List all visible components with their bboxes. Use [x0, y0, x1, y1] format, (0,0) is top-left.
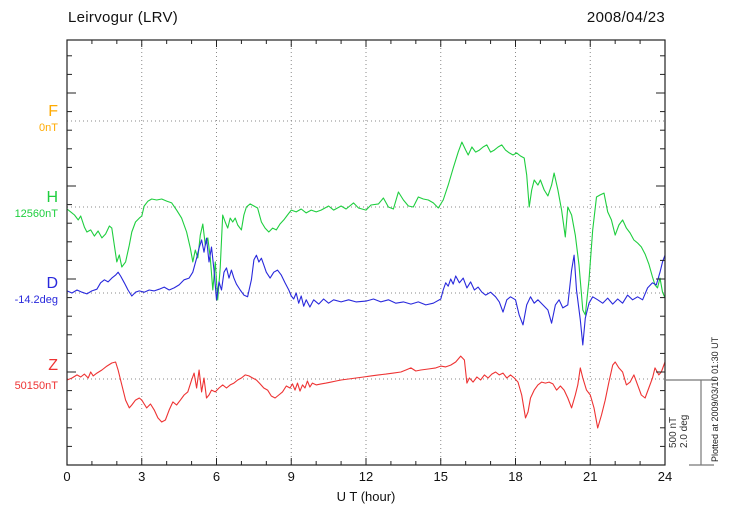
x-tick-label: 15: [433, 469, 448, 484]
trace-Z: [66, 355, 666, 429]
x-tick-label: 12: [358, 469, 374, 484]
x-tick-label: 24: [657, 469, 673, 484]
x-tick-label: 6: [212, 469, 221, 484]
trace-D: [66, 237, 666, 346]
trace-H: [66, 141, 666, 316]
component-value-F: 0nT: [39, 122, 58, 134]
x-tick-label: 3: [138, 469, 146, 484]
station-title: Leirvogur (LRV): [68, 9, 179, 26]
x-tick-label: 0: [63, 469, 71, 484]
component-value-H: 12560nT: [14, 208, 58, 220]
x-tick-label: 21: [583, 469, 598, 484]
component-label-D: D: [46, 275, 58, 292]
component-value-Z: 50150nT: [14, 380, 58, 392]
x-axis-title: U T (hour): [336, 489, 396, 504]
scale-bar-deg: 2.0 deg: [679, 414, 690, 448]
plotted-at-note: Plotted at 2009/03/10 01:30 UT: [710, 336, 720, 462]
scale-bar-nt: 500 nT: [668, 416, 679, 448]
x-tick-label: 18: [508, 469, 523, 484]
component-label-Z: Z: [48, 357, 58, 374]
component-value-D: -14.2deg: [14, 294, 58, 306]
component-label-F: F: [48, 103, 58, 120]
component-label-H: H: [46, 189, 58, 206]
date-label: 2008/04/23: [586, 9, 665, 26]
x-tick-label: 9: [287, 469, 295, 484]
scale-bar-label: 500 nT 2.0 deg: [668, 415, 690, 448]
